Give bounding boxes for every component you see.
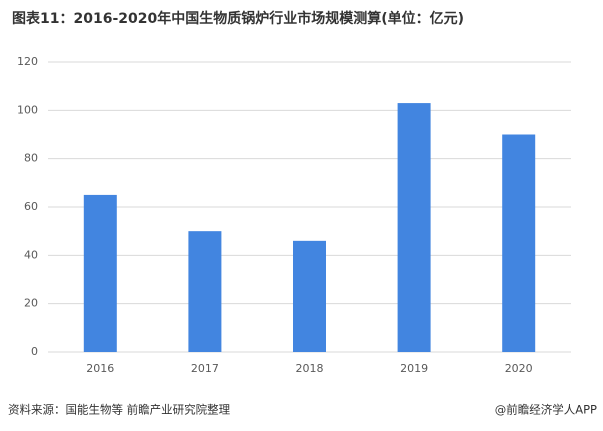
x-tick-label: 2020 <box>505 362 533 375</box>
y-tick-label: 20 <box>24 297 38 310</box>
x-tick-label: 2019 <box>400 362 428 375</box>
bar <box>293 240 326 352</box>
y-tick-label: 60 <box>24 200 38 213</box>
credit: @前瞻经济学人APP <box>495 403 597 417</box>
bar <box>188 231 222 352</box>
y-tick-label: 80 <box>24 152 38 165</box>
y-tick-label: 40 <box>24 248 38 261</box>
y-tick-label: 100 <box>17 103 38 116</box>
chart-title: 图表11：2016-2020年中国生物质锅炉行业市场规模测算(单位：亿元) <box>12 10 464 27</box>
source-note: 资料来源：国能生物等 前瞻产业研究院整理 <box>8 403 231 417</box>
bar <box>397 103 431 352</box>
x-tick-label: 2017 <box>191 362 219 375</box>
bar <box>502 134 536 352</box>
y-tick-label: 0 <box>31 345 38 358</box>
y-tick-label: 120 <box>17 55 38 68</box>
x-tick-label: 2016 <box>86 362 114 375</box>
x-tick-label: 2018 <box>296 362 324 375</box>
bar <box>83 194 117 352</box>
